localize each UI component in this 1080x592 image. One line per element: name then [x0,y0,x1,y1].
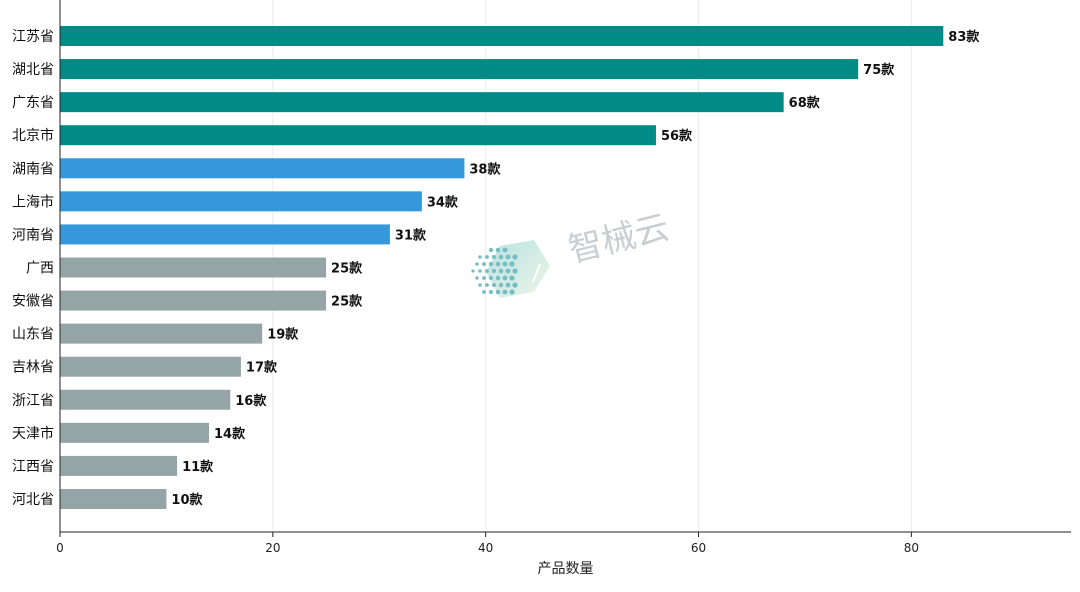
bar-value-label: 31款 [395,227,427,243]
logo-dot [505,282,511,288]
bar [60,158,465,179]
logo-dot [495,275,501,281]
bar [60,257,327,278]
bar [60,455,178,476]
logo-dot [482,276,486,280]
logo-dot [509,289,515,295]
logo-dot [502,247,508,253]
bar-value-label: 10款 [171,492,203,508]
logo-dot [488,289,494,295]
logo-dot [488,275,494,281]
logo-dot [491,254,497,260]
x-axis-title: 产品数量 [538,561,594,577]
logo-dot [502,261,508,267]
x-tick-label: 80 [904,541,919,555]
logo-dot [485,255,489,259]
x-tick-label: 40 [478,541,493,555]
category-label: 上海市 [12,193,54,210]
category-label: 河南省 [12,227,54,243]
logo-dot [482,262,486,266]
bar-value-label: 56款 [661,128,693,144]
bar [60,323,263,344]
category-label: 安徽省 [12,294,54,310]
logo-dot [502,289,508,295]
bar-value-label: 38款 [469,161,501,177]
logo-dot [485,283,489,287]
category-label: 广东省 [12,95,54,111]
category-label: 江西省 [12,459,54,475]
category-label: 北京市 [12,127,54,144]
watermark-text: 智械云 [565,207,674,270]
bar-value-label: 68款 [789,95,821,111]
bar [60,191,422,212]
x-ticks: 0 20 40 60 80 [56,532,919,555]
bar [60,125,656,146]
bar-value-label: 25款 [331,294,363,310]
bar [60,488,167,509]
logo-dot [495,289,501,295]
axes [59,0,1071,533]
logo-dot [498,282,504,288]
logo-dot [512,268,518,274]
logo-dot [485,269,489,273]
category-label: 江苏省 [12,29,54,45]
bar [60,92,784,113]
logo-dot [502,275,508,281]
logo-dot [509,275,515,281]
x-tick-label: 60 [691,541,706,555]
bar [60,422,209,443]
logo-dot [505,268,511,274]
logo-dot [478,255,482,259]
logo-dot [505,254,511,260]
value-labels: 83款 75款 68款 56款 38款 34款 31款 25款 25款 19款 17款 16款 14款 1… [171,29,980,508]
bar-value-label: 34款 [427,194,459,210]
logo-dot [475,262,479,266]
logo-dot [498,268,504,274]
bar-value-label: 16款 [235,393,267,409]
bar-value-label: 14款 [214,426,246,442]
x-tick-label: 20 [265,541,280,555]
category-label: 浙江省 [12,393,54,409]
category-label: 广西 [26,260,54,276]
logo-dot [471,269,475,273]
logo-dot [482,290,486,294]
bar [60,26,944,46]
bar-value-label: 83款 [948,29,980,45]
watermark: 智械云 [471,207,673,298]
category-label: 河北省 [12,492,54,508]
bar [60,389,231,410]
logo-dot [495,261,501,267]
bar [60,59,859,80]
logo-dot [478,283,482,287]
category-label: 天津市 [12,425,54,442]
logo-dot [509,261,515,267]
logo-dot [491,268,497,274]
logo-dot [512,282,518,288]
bar-value-label: 25款 [331,260,363,276]
category-labels: 江苏省湖北省广东省北京市湖南省上海市河南省广西安徽省山东省吉林省浙江省天津市江西… [12,29,54,508]
category-label: 湖北省 [12,62,54,78]
bar [60,356,241,377]
x-tick-label: 0 [56,541,64,555]
bar [60,224,390,245]
category-label: 山东省 [12,327,54,343]
bar-value-label: 19款 [267,327,299,343]
category-label: 湖南省 [12,161,54,177]
bars [60,26,944,509]
category-label: 吉林省 [12,360,54,376]
logo-dot [475,276,479,280]
logo-dot [495,247,501,253]
logo-dot [498,254,504,260]
bar-value-label: 75款 [863,62,895,78]
logo-dot [488,247,494,253]
bar [60,290,327,311]
logo-dot [488,261,494,267]
logo-dot [491,282,497,288]
logo-dot [512,254,518,260]
bar-value-label: 17款 [246,360,278,376]
logo-dot [478,269,482,273]
hexagon-dots-logo-icon [471,240,550,298]
bar-value-label: 11款 [182,459,214,475]
